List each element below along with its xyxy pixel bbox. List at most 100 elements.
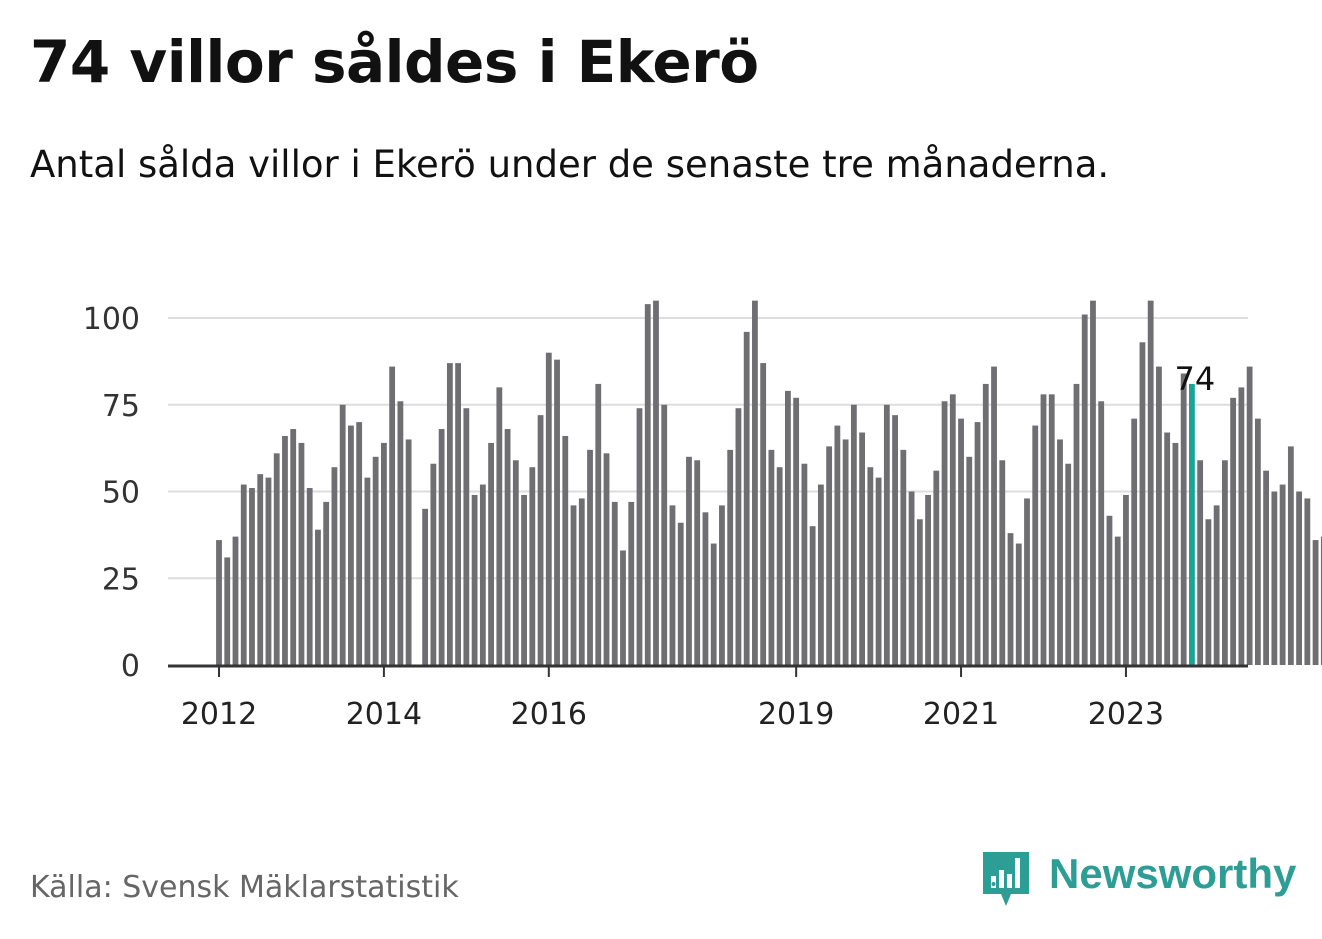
x-tick-label: 2019 [758, 697, 834, 732]
bar [249, 488, 255, 665]
bar [446, 363, 453, 665]
bar [1123, 494, 1129, 665]
bar [273, 453, 280, 665]
bar-chart: 0 25 50 75 100 2012 2014 2016 2019 2021 2023 74 [83, 300, 1322, 732]
bar [389, 366, 396, 665]
bar [628, 501, 635, 665]
bar [875, 477, 882, 665]
bar [545, 352, 552, 665]
bar [1015, 543, 1022, 665]
bar [232, 536, 239, 665]
bar [1205, 519, 1212, 665]
bar [636, 408, 643, 665]
bar [776, 467, 783, 665]
bar [1147, 300, 1154, 665]
bar [1106, 515, 1113, 665]
bar-highlight [1189, 383, 1195, 665]
bar [719, 505, 725, 665]
bar [1312, 540, 1319, 665]
bar [1230, 397, 1237, 665]
bar [892, 415, 898, 665]
bar [1040, 394, 1047, 665]
highlight-value-label: 74 [1175, 360, 1216, 398]
bar [611, 501, 618, 665]
bar [463, 408, 470, 665]
bar [438, 429, 445, 665]
bars [216, 300, 1322, 665]
bar [512, 460, 519, 665]
bar [743, 331, 750, 665]
bar [1073, 383, 1080, 665]
x-tick-label: 2014 [346, 697, 422, 732]
bar [323, 501, 330, 665]
bar [826, 446, 833, 665]
bar [933, 470, 940, 665]
bar [422, 508, 429, 665]
bar [677, 522, 684, 665]
bar [850, 404, 857, 665]
axes [168, 664, 1248, 677]
bar [397, 401, 404, 665]
bar [982, 383, 989, 665]
y-tick-label: 100 [83, 302, 140, 337]
bar [710, 543, 717, 665]
bar [653, 300, 659, 665]
bar [405, 439, 412, 665]
bar [381, 442, 387, 665]
bar [1114, 536, 1121, 665]
bar [529, 467, 536, 665]
bar [702, 512, 709, 665]
bar [587, 449, 593, 665]
bar [257, 474, 264, 665]
bar [1156, 366, 1162, 665]
bar [339, 404, 346, 665]
bar [1254, 418, 1261, 665]
y-tick-label: 0 [121, 649, 140, 684]
bar [504, 429, 511, 665]
bar [809, 526, 816, 665]
bar [1221, 460, 1228, 665]
bar [603, 453, 610, 665]
x-tick-label: 2012 [181, 697, 257, 732]
bar [925, 494, 931, 665]
bar [364, 477, 371, 665]
bar [1213, 505, 1220, 665]
bar [1057, 439, 1063, 665]
bar [1164, 432, 1171, 665]
bar [801, 463, 808, 665]
bar [578, 498, 585, 665]
bar [290, 429, 297, 665]
bar [752, 300, 758, 665]
bar [562, 435, 569, 665]
bar [1263, 470, 1270, 665]
y-tick-label: 75 [102, 389, 140, 424]
y-tick-label: 50 [102, 476, 140, 511]
bar [834, 425, 841, 665]
bar [1271, 491, 1278, 665]
bar [859, 432, 866, 665]
bar [694, 460, 701, 665]
bar [282, 435, 288, 665]
bar [479, 484, 486, 665]
bar [785, 390, 791, 665]
bar [1180, 373, 1187, 665]
x-tick-label: 2021 [923, 697, 999, 732]
bar [1172, 442, 1179, 665]
bar [916, 519, 923, 665]
bar [430, 463, 437, 665]
bar [224, 557, 231, 665]
bar [1197, 460, 1204, 665]
bar [496, 387, 503, 665]
bar [669, 505, 676, 665]
bar [1246, 366, 1253, 665]
bar [1139, 342, 1146, 665]
bar [1296, 491, 1302, 665]
bar [1065, 463, 1072, 665]
y-tick-label: 25 [102, 562, 140, 597]
bar [372, 456, 379, 665]
newsworthy-logo-icon [983, 852, 1029, 906]
bar [595, 383, 602, 665]
bar [521, 494, 527, 665]
bar [315, 529, 321, 665]
brand-logo: Newsworthy [981, 846, 1296, 910]
